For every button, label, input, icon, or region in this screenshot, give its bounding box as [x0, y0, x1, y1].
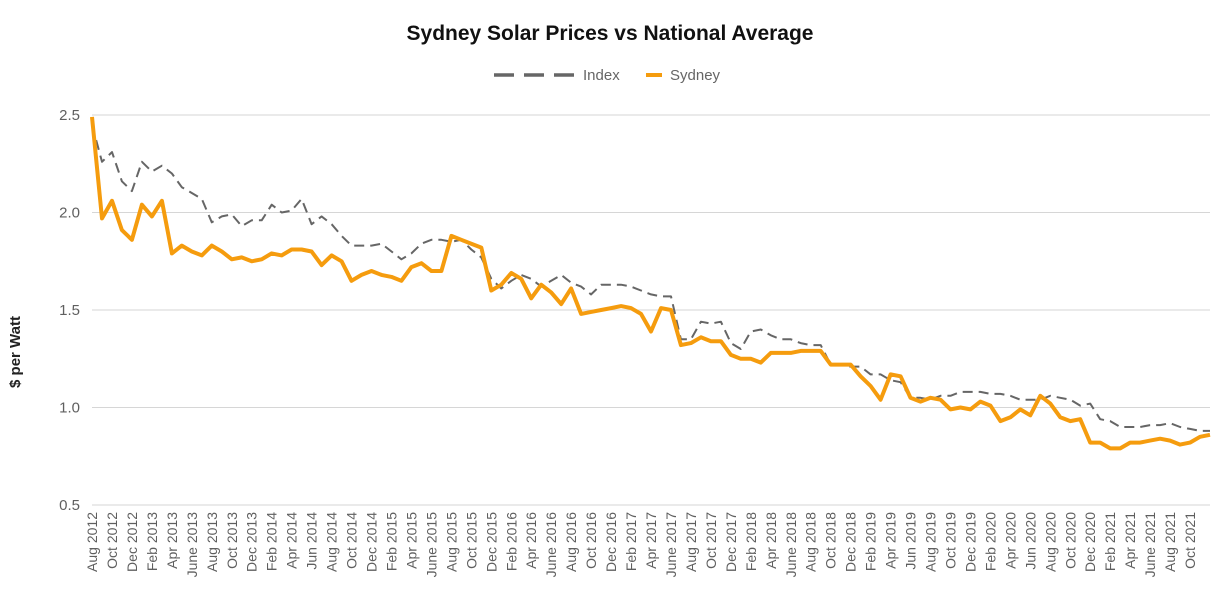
- x-tick-label: Dec 2017: [723, 512, 739, 572]
- y-tick-label: 1.5: [59, 302, 80, 319]
- x-tick-label: Dec 2016: [603, 512, 619, 572]
- x-tick-label: Feb 2020: [982, 512, 998, 571]
- x-tick-label: Dec 2019: [962, 512, 978, 572]
- y-tick-label: 0.5: [59, 497, 80, 514]
- series-line-sydney[interactable]: [90, 116, 1211, 451]
- x-tick-label: Apr 2014: [284, 512, 300, 569]
- x-tick-label: Aug 2013: [204, 512, 220, 572]
- x-tick-label: Feb 2019: [863, 512, 879, 571]
- x-tick-label: June 2015: [423, 512, 439, 578]
- series-line-index[interactable]: [91, 124, 1210, 432]
- x-tick-label: Feb 2015: [383, 512, 399, 571]
- x-tick-label: Jun 2020: [1022, 512, 1038, 570]
- x-tick-label: June 2017: [663, 512, 679, 578]
- x-tick-label: Apr 2020: [1002, 512, 1018, 569]
- x-tick-label: Feb 2016: [503, 512, 519, 571]
- x-tick-labels: Aug 2012 Oct 2012 Dec 2012 Feb 2013 Apr 2013…: [84, 512, 1198, 578]
- y-tick-label: 1.0: [59, 400, 80, 417]
- x-tick-label: Apr 2017: [643, 512, 659, 569]
- x-tick-label: Oct 2014: [344, 512, 360, 569]
- x-tick-label: Aug 2017: [683, 512, 699, 572]
- legend-item-sydney[interactable]: Sydney: [646, 67, 721, 84]
- x-tick-label: Oct 2017: [703, 512, 719, 569]
- y-tick-labels: 0.5 1.0 1.5 2.0 2.5: [59, 107, 80, 514]
- x-tick-label: Oct 2012: [104, 512, 120, 569]
- x-tick-label: Apr 2018: [763, 512, 779, 569]
- y-tick-label: 2.5: [59, 107, 80, 124]
- x-tick-label: Jun 2019: [903, 512, 919, 570]
- x-tick-label: Apr 2016: [523, 512, 539, 569]
- x-tick-label: Feb 2013: [144, 512, 160, 571]
- legend-item-index[interactable]: Index: [494, 67, 620, 84]
- series-lines: [90, 116, 1211, 451]
- x-tick-label: Dec 2018: [843, 512, 859, 572]
- x-tick-label: Aug 2019: [923, 512, 939, 572]
- x-tick-label: Dec 2014: [364, 512, 380, 572]
- x-tick-label: Oct 2015: [463, 512, 479, 569]
- x-tick-label: Feb 2014: [264, 512, 280, 571]
- x-tick-label: Apr 2013: [164, 512, 180, 569]
- legend-label-sydney: Sydney: [670, 67, 721, 84]
- x-tick-label: Apr 2015: [403, 512, 419, 569]
- legend-label-index: Index: [583, 67, 620, 84]
- gridlines: [92, 114, 1210, 506]
- x-tick-label: Dec 2013: [244, 512, 260, 572]
- x-tick-label: Feb 2017: [623, 512, 639, 571]
- x-tick-label: Oct 2013: [224, 512, 240, 569]
- x-tick-label: Apr 2021: [1122, 512, 1138, 569]
- x-tick-label: Oct 2019: [942, 512, 958, 569]
- x-tick-label: Aug 2018: [803, 512, 819, 572]
- x-tick-label: Oct 2016: [583, 512, 599, 569]
- x-tick-label: Dec 2020: [1082, 512, 1098, 572]
- x-tick-label: Feb 2021: [1102, 512, 1118, 571]
- x-tick-label: Oct 2018: [823, 512, 839, 569]
- x-tick-label: Aug 2016: [563, 512, 579, 572]
- x-tick-label: Oct 2020: [1062, 512, 1078, 569]
- x-tick-label: Aug 2014: [324, 512, 340, 572]
- y-tick-label: 2.0: [59, 205, 80, 222]
- legend: Index Sydney: [494, 67, 721, 84]
- x-tick-label: June 2018: [783, 512, 799, 578]
- x-tick-label: Feb 2018: [743, 512, 759, 571]
- x-tick-label: June 2016: [543, 512, 559, 578]
- x-tick-label: Jun 2014: [304, 512, 320, 570]
- y-axis-label: $ per Watt: [7, 316, 24, 388]
- x-tick-label: Dec 2015: [483, 512, 499, 572]
- x-tick-label: Aug 2021: [1162, 512, 1178, 572]
- x-tick-label: June 2013: [184, 512, 200, 578]
- x-tick-label: Apr 2019: [883, 512, 899, 569]
- x-tick-label: Dec 2012: [124, 512, 140, 572]
- x-tick-label: Aug 2020: [1042, 512, 1058, 572]
- x-tick-label: Aug 2012: [84, 512, 100, 572]
- chart-title: Sydney Solar Prices vs National Average: [407, 22, 814, 45]
- x-tick-label: Aug 2015: [443, 512, 459, 572]
- x-tick-label: Oct 2021: [1182, 512, 1198, 569]
- x-tick-label: June 2021: [1142, 512, 1158, 578]
